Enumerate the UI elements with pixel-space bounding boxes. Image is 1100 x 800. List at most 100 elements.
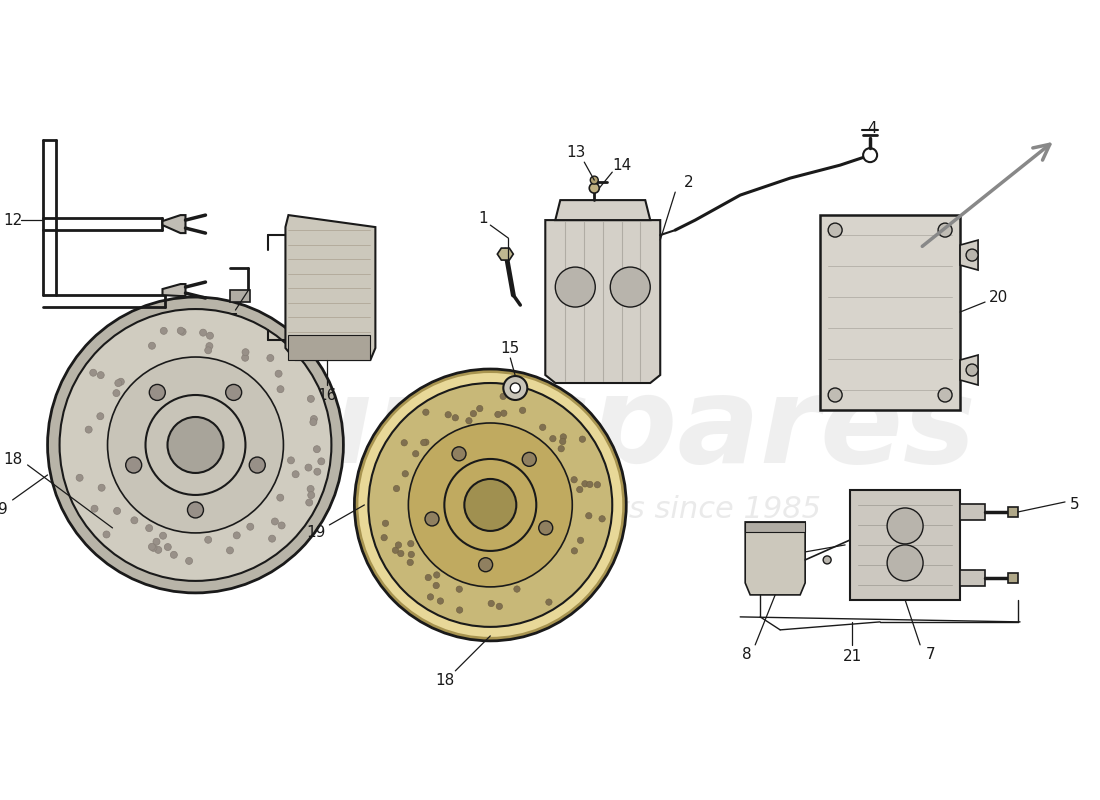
Text: 4: 4: [867, 121, 877, 136]
Circle shape: [186, 558, 192, 565]
Circle shape: [310, 415, 318, 422]
Polygon shape: [285, 215, 375, 360]
Circle shape: [85, 426, 92, 433]
Circle shape: [179, 328, 186, 335]
Circle shape: [118, 378, 124, 386]
Circle shape: [47, 297, 343, 593]
Circle shape: [76, 474, 84, 482]
Circle shape: [267, 354, 274, 362]
Circle shape: [582, 481, 588, 487]
Circle shape: [91, 506, 98, 512]
Circle shape: [278, 522, 285, 529]
Circle shape: [167, 417, 223, 473]
Circle shape: [314, 446, 320, 453]
Circle shape: [150, 544, 157, 551]
Text: 12: 12: [3, 213, 22, 227]
Circle shape: [131, 517, 138, 524]
Circle shape: [199, 329, 207, 336]
Circle shape: [160, 532, 166, 539]
Circle shape: [496, 603, 503, 610]
Circle shape: [242, 349, 249, 356]
Circle shape: [437, 598, 443, 604]
Circle shape: [153, 538, 159, 546]
Circle shape: [306, 499, 312, 506]
Text: 13: 13: [566, 145, 586, 160]
Polygon shape: [745, 522, 805, 532]
Circle shape: [307, 486, 315, 493]
Circle shape: [828, 223, 843, 237]
Circle shape: [205, 346, 211, 354]
Circle shape: [476, 406, 483, 412]
Polygon shape: [960, 570, 986, 586]
Circle shape: [433, 582, 439, 589]
Circle shape: [558, 446, 564, 452]
Circle shape: [155, 546, 162, 554]
Polygon shape: [163, 215, 186, 233]
Polygon shape: [288, 335, 371, 360]
Circle shape: [161, 327, 167, 334]
Polygon shape: [850, 490, 960, 600]
Circle shape: [408, 541, 414, 547]
Circle shape: [113, 507, 121, 514]
Text: 15: 15: [500, 341, 520, 355]
Polygon shape: [960, 355, 978, 385]
Text: 1: 1: [478, 210, 488, 226]
Text: 2: 2: [683, 174, 693, 190]
Circle shape: [828, 388, 843, 402]
Circle shape: [308, 492, 315, 498]
Circle shape: [504, 376, 527, 400]
Circle shape: [539, 424, 546, 430]
Circle shape: [433, 572, 440, 578]
Circle shape: [97, 372, 104, 378]
Circle shape: [966, 249, 978, 261]
Circle shape: [403, 470, 408, 477]
Circle shape: [148, 543, 155, 550]
Circle shape: [250, 457, 265, 473]
Circle shape: [560, 438, 565, 445]
Circle shape: [59, 309, 331, 581]
Circle shape: [464, 479, 516, 531]
Circle shape: [207, 332, 213, 339]
Circle shape: [598, 516, 605, 522]
Circle shape: [97, 413, 103, 420]
Circle shape: [422, 439, 429, 446]
Text: 18: 18: [3, 453, 22, 467]
Circle shape: [226, 385, 242, 401]
Circle shape: [500, 394, 506, 400]
Polygon shape: [163, 284, 186, 296]
Circle shape: [571, 548, 578, 554]
Circle shape: [170, 551, 177, 558]
Circle shape: [586, 482, 593, 488]
Circle shape: [246, 523, 254, 530]
Circle shape: [206, 342, 213, 350]
Circle shape: [425, 574, 431, 581]
Text: 17: 17: [219, 313, 238, 327]
Circle shape: [610, 267, 650, 307]
Polygon shape: [960, 504, 986, 520]
Circle shape: [560, 434, 566, 440]
Circle shape: [354, 369, 626, 641]
Text: eurospares: eurospares: [204, 371, 977, 489]
Circle shape: [272, 518, 278, 525]
Circle shape: [381, 534, 387, 541]
Circle shape: [402, 439, 407, 446]
Circle shape: [310, 418, 317, 426]
Circle shape: [488, 600, 494, 606]
Circle shape: [150, 385, 165, 401]
Circle shape: [887, 508, 923, 544]
Circle shape: [293, 470, 299, 478]
Text: 8: 8: [742, 647, 752, 662]
Circle shape: [408, 551, 415, 558]
Circle shape: [242, 354, 249, 362]
Circle shape: [164, 543, 172, 550]
Circle shape: [456, 586, 462, 592]
Circle shape: [594, 482, 601, 488]
Circle shape: [393, 547, 398, 554]
Circle shape: [277, 386, 284, 393]
Text: 14: 14: [613, 158, 631, 173]
Circle shape: [550, 435, 557, 442]
Text: 9: 9: [0, 502, 8, 518]
Circle shape: [452, 414, 459, 421]
Text: 16: 16: [318, 387, 337, 402]
Circle shape: [177, 327, 185, 334]
